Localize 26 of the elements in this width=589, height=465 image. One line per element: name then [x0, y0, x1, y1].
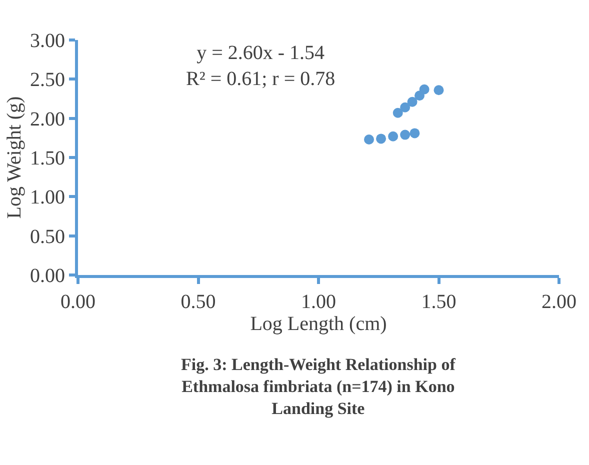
point	[388, 131, 398, 142]
point	[364, 134, 374, 144]
point	[434, 85, 444, 96]
y-tick-label: 3.00	[30, 30, 65, 52]
annotation: y = 2.60x - 1.54 R² = 0.61; r = 0.78	[186, 42, 336, 90]
x-tick-label: 0.50	[180, 291, 216, 313]
y-tick-label: 0.00	[30, 265, 65, 287]
x-tick-label: 1.00	[301, 291, 336, 313]
point	[400, 130, 410, 140]
point	[419, 84, 430, 94]
y-tick-label: 1.00	[30, 186, 65, 209]
point	[407, 96, 418, 107]
y-tick-label: 0.50	[30, 226, 65, 248]
x-tick-label: 2.00	[542, 291, 576, 313]
text: Fig. 3: Length-Weight Relationship of Ethmalosa fimbriata (n=174) in Kono Landing Site	[181, 355, 456, 418]
y-tick-label: 2.00	[30, 108, 65, 130]
point	[410, 128, 420, 138]
point	[392, 108, 403, 118]
y-axis-title: Log Weight (g)	[4, 96, 26, 219]
point	[400, 102, 410, 112]
x-axis-title: Log Length (cm)	[250, 313, 387, 335]
y-tick-label: 2.50	[30, 69, 65, 92]
point	[376, 134, 386, 144]
x-tick-label: 0.00	[60, 291, 96, 313]
x-tick-label: 1.50	[421, 291, 456, 313]
y-tick-label: 1.50	[30, 148, 65, 170]
